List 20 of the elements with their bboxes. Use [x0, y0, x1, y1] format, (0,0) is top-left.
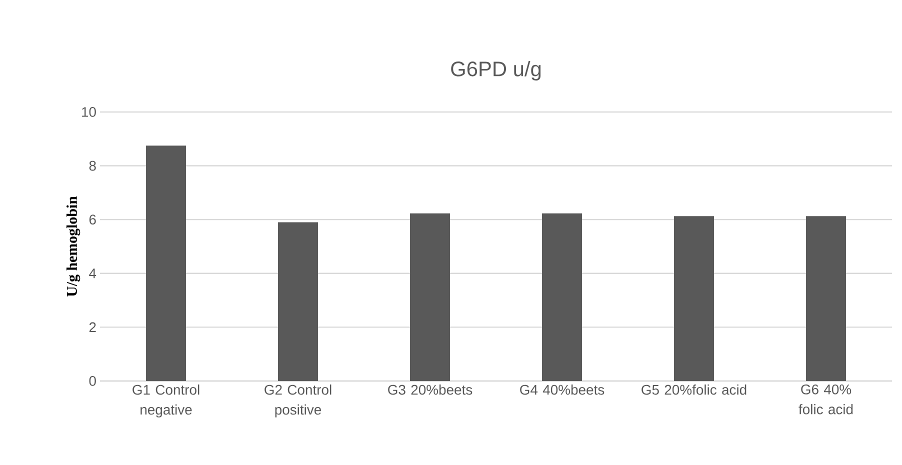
- x-tick-label: G6 40% folic acid: [798, 384, 853, 414]
- bar: [674, 216, 714, 381]
- x-tick-label: G2 Control positive: [264, 384, 332, 418]
- bar: [146, 146, 186, 381]
- x-tick-label: G4 40%beets: [520, 384, 604, 395]
- y-tick-label: 0: [89, 376, 96, 386]
- bar: [806, 216, 846, 381]
- x-tick-label: G5 20%folic acid: [642, 384, 746, 395]
- bar: [542, 213, 582, 381]
- y-tick-label: 6: [89, 214, 96, 225]
- y-tick-label: 4: [89, 268, 96, 278]
- y-tick-label: 2: [89, 322, 96, 332]
- bar: [278, 222, 318, 381]
- x-tick-label: G1 Control negative: [132, 384, 200, 418]
- y-tick-label: 8: [89, 160, 96, 171]
- bar: [410, 213, 450, 381]
- x-tick-label: G3 20%beets: [388, 384, 472, 395]
- y-axis-title: U/g hemoglobin: [66, 196, 80, 297]
- chart-title: G6PD u/g: [451, 60, 541, 80]
- y-tick-label: 10: [82, 107, 96, 117]
